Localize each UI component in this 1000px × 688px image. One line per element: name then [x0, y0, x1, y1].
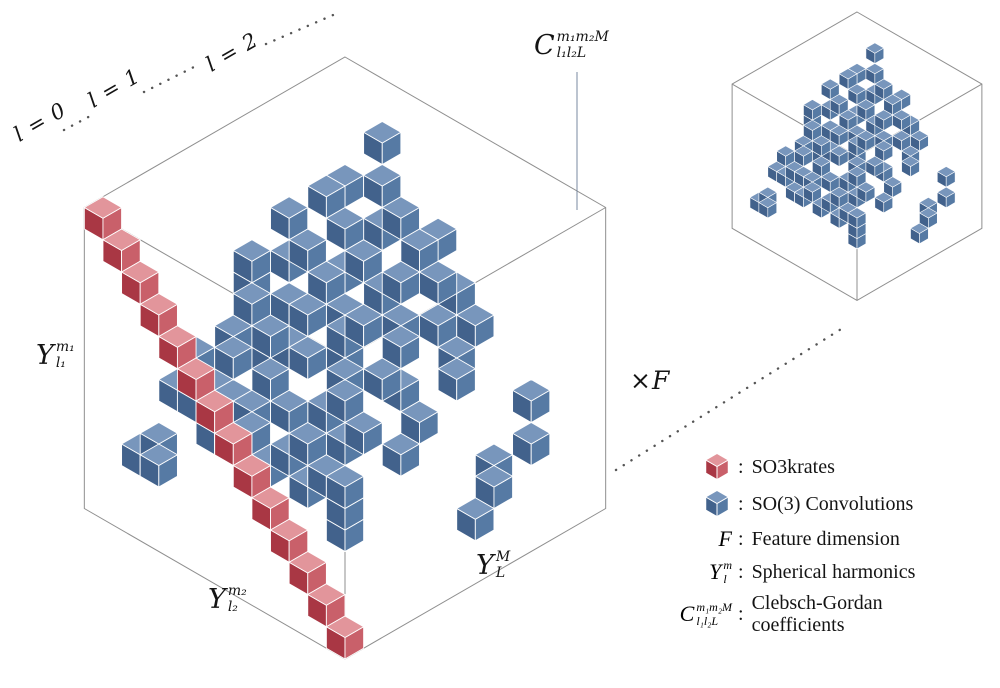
legend-symbol: C m₁m₂M l₁l₂L [666, 601, 732, 627]
legend-separator: : [738, 602, 744, 625]
legend-item-so3krates: : SO3krates [666, 452, 937, 482]
so3-convolutions-cube-icon [705, 490, 729, 517]
legend-separator: : [738, 527, 744, 550]
legend-item-clebsch-gordan: C m₁m₂M l₁l₂L : Clebsch-Gordan coefficie… [666, 592, 937, 637]
legend-separator: : [738, 455, 744, 478]
legend-label: SO(3) Convolutions [751, 492, 914, 515]
legend-item-feature-dimension: F : Feature dimension [666, 526, 937, 552]
legend-symbol [666, 452, 732, 482]
clebsch-gordan-tensor-label: C m₁m₂M l₁l₂L [534, 29, 609, 61]
legend-separator: : [738, 560, 744, 583]
legend-separator: : [738, 492, 744, 515]
legend: : SO3krates : SO(3) Convolutions F : Fea… [666, 452, 937, 644]
spherical-harmonic-y-L-axis-label: Y M L [476, 549, 511, 581]
spherical-harmonics-symbol: Y m l [709, 558, 732, 586]
spherical-harmonic-y-l2-axis-label: Y m₂ l₂ [208, 583, 247, 615]
legend-label: Spherical harmonics [751, 560, 916, 583]
legend-label: SO3krates [751, 455, 835, 478]
spherical-harmonic-y-l1-axis-label: Y m₁ l₁ [36, 339, 75, 371]
legend-symbol: Y m l [666, 559, 732, 585]
times-f-label: ×F [630, 366, 671, 395]
legend-item-spherical-harmonics: Y m l : Spherical harmonics [666, 559, 937, 585]
legend-label: Clebsch-Gordan coefficients [751, 592, 883, 637]
legend-symbol: F [666, 526, 732, 552]
so3krates-cube-icon [705, 453, 729, 480]
legend-item-so3-convolutions: : SO(3) Convolutions [666, 489, 937, 519]
clebsch-gordan-symbol: C m₁m₂M l₁l₂L [679, 600, 732, 629]
legend-symbol [666, 489, 732, 519]
legend-label: Feature dimension [751, 527, 900, 550]
feature-dimension-symbol: F [718, 526, 732, 551]
